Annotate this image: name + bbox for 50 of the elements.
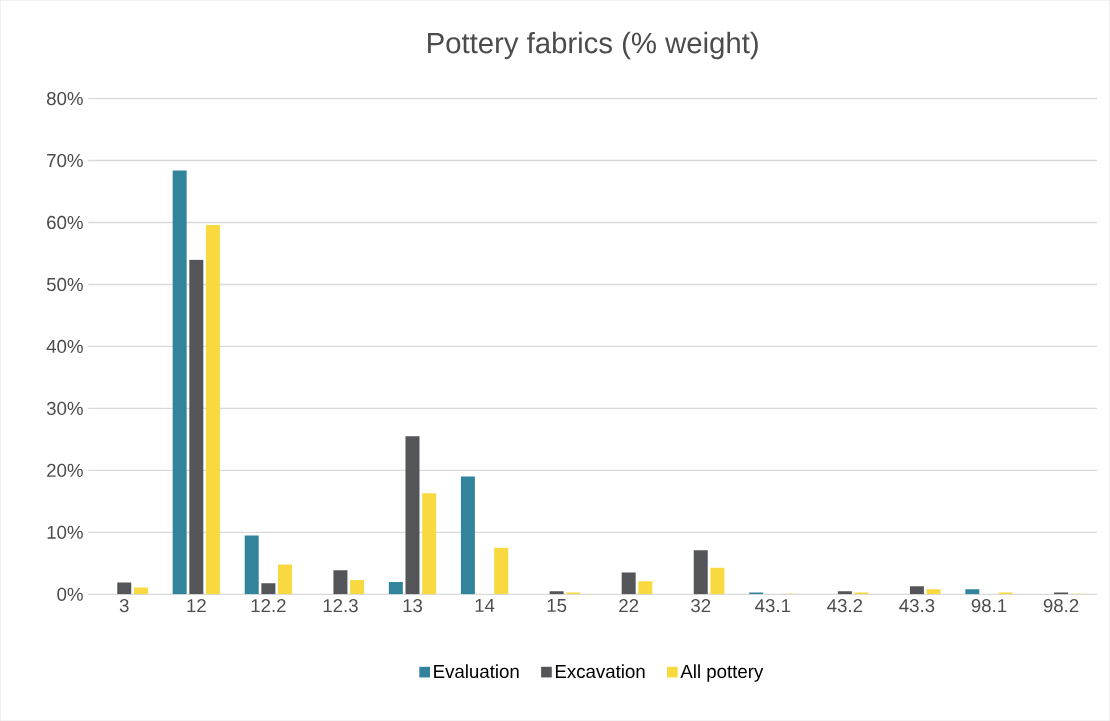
bar: [333, 570, 348, 595]
x-tick-label: 43.2: [827, 598, 863, 613]
bar: [172, 170, 187, 595]
legend-label: Evaluation: [434, 664, 519, 678]
bar: [909, 586, 924, 595]
bar: [494, 547, 509, 595]
bar: [638, 581, 653, 595]
x-tick-label: 15: [547, 598, 567, 612]
legend-label: All pottery: [680, 664, 764, 682]
x-tick-label: 22: [619, 598, 639, 612]
bar: [837, 591, 852, 595]
bar: [350, 579, 365, 595]
x-tick-label: 12.2: [251, 598, 286, 612]
bar: [422, 493, 437, 595]
y-tick-label: 10%: [47, 525, 83, 539]
bar: [278, 564, 293, 595]
chart-title: Pottery fabrics (% weight): [428, 31, 758, 60]
bar: [926, 589, 941, 595]
x-tick-label: 32: [691, 598, 711, 613]
bar: [261, 583, 276, 595]
y-tick-label: 0%: [57, 587, 83, 601]
bar: [965, 589, 980, 595]
y-tick-label: 70%: [47, 153, 83, 168]
bar: [549, 591, 564, 595]
x-tick-label: 3: [119, 598, 129, 613]
x-tick-label: 13: [403, 598, 423, 613]
x-tick-label: 12: [187, 598, 206, 612]
bar: [205, 224, 220, 595]
y-tick-label: 80%: [46, 91, 83, 106]
x-tick-label: 14: [475, 598, 495, 612]
bar: [405, 436, 420, 595]
x-tick-label: 43.3: [899, 598, 935, 613]
x-tick-label: 43.1: [755, 598, 791, 613]
bar: [460, 476, 475, 595]
y-tick-label: 30%: [46, 401, 83, 415]
bar: [693, 550, 708, 595]
x-tick-label: 98.2: [1043, 598, 1079, 613]
bar: [388, 581, 403, 595]
y-tick-label: 40%: [46, 339, 83, 353]
legend-label: Excavation: [555, 664, 645, 678]
y-tick-label: 60%: [47, 215, 83, 230]
x-tick-label: 98.1: [971, 598, 1007, 613]
y-tick-label: 20%: [47, 463, 83, 477]
bar: [244, 535, 259, 595]
bar: [621, 572, 636, 595]
bar: [189, 259, 204, 595]
x-tick-label: 12.3: [323, 598, 358, 613]
y-tick-label: 50%: [46, 277, 83, 291]
bar: [710, 567, 725, 595]
bar: [117, 582, 132, 595]
